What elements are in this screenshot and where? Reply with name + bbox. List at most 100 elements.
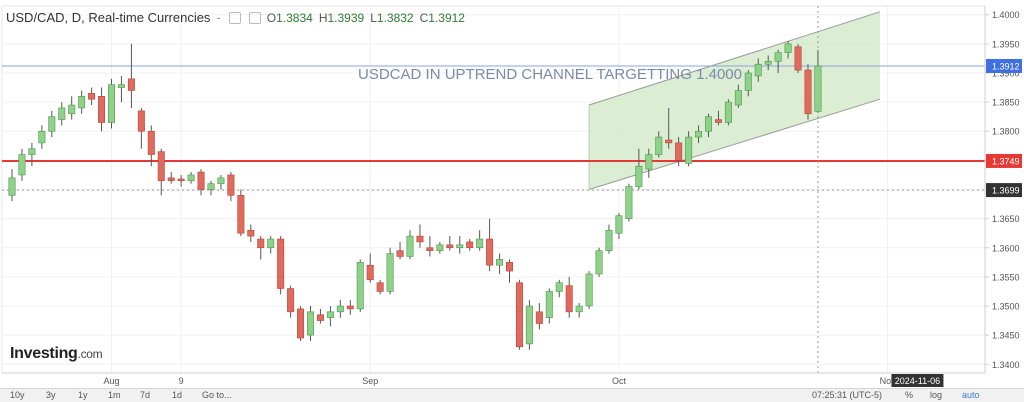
- candle: [675, 137, 683, 167]
- candle: [585, 271, 593, 309]
- candle: [88, 87, 96, 106]
- candle: [356, 259, 364, 312]
- candle-body: [137, 110, 145, 132]
- candle-body: [695, 130, 703, 138]
- clock-readout: 07:25:31 (UTC-5): [812, 390, 883, 400]
- goto-button[interactable]: Go to...: [202, 390, 232, 400]
- price-tag: 1.3699: [986, 183, 1022, 198]
- candle: [476, 230, 484, 251]
- candle: [177, 174, 185, 187]
- range-1m-button[interactable]: 1m: [108, 390, 121, 400]
- candle-body: [356, 262, 364, 310]
- candle: [456, 236, 464, 254]
- candle-body: [724, 101, 732, 123]
- candle-body: [366, 264, 374, 281]
- candle-body: [784, 43, 792, 53]
- candle-body: [565, 285, 573, 313]
- candle-body: [625, 186, 633, 219]
- price-tag-box: [986, 59, 1022, 74]
- candle: [804, 64, 812, 120]
- candle-body: [645, 154, 653, 170]
- candle: [137, 107, 145, 149]
- candle-body: [595, 250, 603, 275]
- candle-body: [336, 305, 344, 313]
- y-tick-label: 1.3450: [992, 331, 1020, 341]
- candle: [8, 169, 16, 202]
- y-tick-label: 1.3950: [992, 39, 1020, 49]
- investing-logo: Investing.com: [10, 345, 103, 362]
- candle: [376, 279, 384, 295]
- candle-body: [18, 154, 26, 176]
- candle: [147, 125, 155, 167]
- candle-body: [685, 136, 693, 164]
- bottom-toolbar: 10y 3y 1y 1m 7d 1d Go to... 07:25:31 (UT…: [0, 388, 1024, 402]
- y-tick-label: 1.3550: [992, 272, 1020, 282]
- candle: [346, 300, 354, 315]
- range-1d-button[interactable]: 1d: [172, 390, 183, 400]
- auto-toggle[interactable]: auto: [962, 390, 980, 400]
- chart-annotation: USDCAD IN UPTREND CHANNEL TARGETTING 1.4…: [358, 66, 742, 83]
- candle: [655, 131, 663, 158]
- candle-body: [456, 244, 464, 249]
- candle: [416, 224, 424, 248]
- range-10y-button[interactable]: 10y: [10, 390, 25, 400]
- candle-body: [326, 311, 334, 318]
- candle: [336, 300, 344, 318]
- candle: [625, 183, 633, 222]
- candle-body: [217, 177, 225, 184]
- x-tick-label: Nov: [880, 376, 897, 386]
- x-cursor-label: 2024-11-06: [895, 376, 940, 386]
- candle: [326, 306, 334, 327]
- candle: [386, 247, 394, 295]
- candle-body: [615, 215, 623, 234]
- candle-body: [764, 61, 772, 65]
- candle: [426, 236, 434, 257]
- ohlc-low: L1.3832: [370, 10, 414, 25]
- candle: [505, 259, 513, 283]
- candle: [515, 279, 523, 350]
- close-icon[interactable]: [248, 11, 261, 24]
- candle: [695, 125, 703, 143]
- candle-body: [48, 116, 56, 132]
- candle: [306, 306, 314, 341]
- candle-body: [346, 305, 354, 310]
- channel-upper-line: [588, 11, 881, 106]
- candle: [595, 247, 603, 277]
- candle-body: [655, 136, 663, 155]
- candle: [366, 253, 374, 283]
- candle-body: [704, 116, 712, 132]
- y-tick-label: 1.3400: [992, 360, 1020, 370]
- candle-body: [207, 183, 215, 190]
- candle-body: [665, 139, 673, 144]
- ohlc-open: O1.3834: [266, 10, 313, 25]
- y-tick-label: 1.3900: [992, 68, 1020, 78]
- candle-body: [535, 311, 543, 324]
- y-tick-label: 1.4000: [992, 10, 1020, 20]
- log-toggle[interactable]: log: [930, 390, 943, 400]
- range-7d-button[interactable]: 7d: [140, 390, 151, 400]
- candle-body: [108, 84, 116, 123]
- candle-body: [714, 119, 722, 123]
- price-tag-box: [986, 183, 1022, 198]
- settings-icon[interactable]: [228, 11, 241, 24]
- header-minus[interactable]: -: [216, 10, 221, 25]
- candle: [257, 236, 265, 260]
- percent-toggle[interactable]: %: [905, 390, 914, 400]
- candle-body: [376, 282, 384, 292]
- x-cursor-box: [891, 374, 944, 387]
- range-3y-button[interactable]: 3y: [46, 390, 56, 400]
- candle-body: [605, 229, 613, 251]
- candle-body: [127, 78, 135, 91]
- candle: [734, 84, 742, 108]
- range-1y-button[interactable]: 1y: [78, 390, 88, 400]
- price-tag-box: [986, 153, 1022, 168]
- candle: [98, 87, 106, 132]
- candle-body: [247, 229, 255, 237]
- candle-body: [436, 244, 444, 251]
- candle: [525, 300, 533, 350]
- candle-body: [157, 151, 165, 182]
- candle-body: [406, 235, 414, 257]
- price-chart[interactable]: 1.3400 1.3450 1.3500 1.3550 1.3600 1.3650 1.37…: [0, 0, 1024, 388]
- candle: [38, 125, 46, 149]
